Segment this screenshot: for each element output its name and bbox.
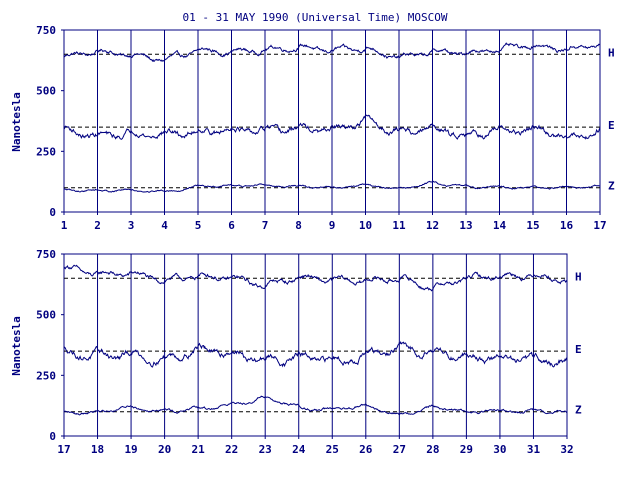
trace-H [63, 264, 568, 292]
y-tick-label: 0 [49, 206, 56, 219]
panel-bottom: 0 250 500 750 17 18 19 20 21 22 23 24 25 26 27 28 29 30 31… [36, 248, 582, 456]
y-tick-label: 250 [36, 369, 56, 382]
x-tick-label: 10 [359, 219, 372, 232]
x-tick-label: 16 [560, 219, 574, 232]
y-axis-label-bottom: Nanotesla [10, 316, 23, 376]
component-label-E: E [575, 343, 582, 356]
plot-frame [63, 253, 568, 437]
component-label-Z: Z [608, 180, 615, 193]
x-tick-label: 2 [94, 219, 101, 232]
x-tick-label: 14 [493, 219, 507, 232]
x-tick-label: 27 [393, 443, 406, 456]
x-tick-label: 9 [329, 219, 336, 232]
component-label-E: E [608, 119, 615, 132]
y-tick-label: 750 [36, 248, 56, 261]
x-tick-label: 1 [61, 219, 68, 232]
x-tick-label: 15 [526, 219, 539, 232]
component-label-Z: Z [575, 404, 582, 417]
x-tick-label: 17 [57, 443, 70, 456]
x-tick-label: 30 [493, 443, 506, 456]
x-tick-label: 12 [426, 219, 439, 232]
x-tick-label: 11 [392, 219, 406, 232]
x-tick-label: 29 [460, 443, 473, 456]
y-axis-label-top: Nanotesla [10, 92, 23, 152]
x-tick-label: 5 [195, 219, 202, 232]
y-tick-label: 500 [36, 309, 56, 322]
component-label-H: H [575, 270, 582, 283]
x-tick-label: 21 [192, 443, 206, 456]
x-tick-label: 32 [560, 443, 573, 456]
x-tick-label: 17 [593, 219, 606, 232]
x-tick-label: 6 [228, 219, 235, 232]
x-tick-label: 3 [128, 219, 135, 232]
x-tick-label: 4 [161, 219, 168, 232]
x-tick-label: 13 [459, 219, 472, 232]
component-label-H: H [608, 46, 615, 59]
x-tick-label: 22 [225, 443, 238, 456]
x-tick-label: 8 [295, 219, 302, 232]
y-tick-label: 500 [36, 85, 56, 98]
x-tick-label: 19 [124, 443, 137, 456]
trace-E [63, 114, 601, 140]
x-tick-label: 18 [91, 443, 104, 456]
y-tick-label: 750 [36, 24, 56, 37]
y-tick-label: 250 [36, 145, 56, 158]
trace-Z [64, 395, 568, 416]
chart-title: 01 - 31 MAY 1990 (Universal Time) MOSCOW [183, 11, 448, 24]
trace-Z [63, 180, 600, 193]
trace-E [63, 341, 568, 368]
y-tick-label: 0 [49, 430, 56, 443]
x-tick-label: 31 [527, 443, 541, 456]
trace-H [63, 42, 601, 63]
x-tick-label: 20 [158, 443, 171, 456]
x-tick-label: 24 [292, 443, 306, 456]
x-tick-label: 25 [326, 443, 339, 456]
x-tick-label: 28 [426, 443, 439, 456]
x-tick-label: 26 [359, 443, 373, 456]
x-tick-label: 23 [259, 443, 272, 456]
x-tick-label: 7 [262, 219, 269, 232]
